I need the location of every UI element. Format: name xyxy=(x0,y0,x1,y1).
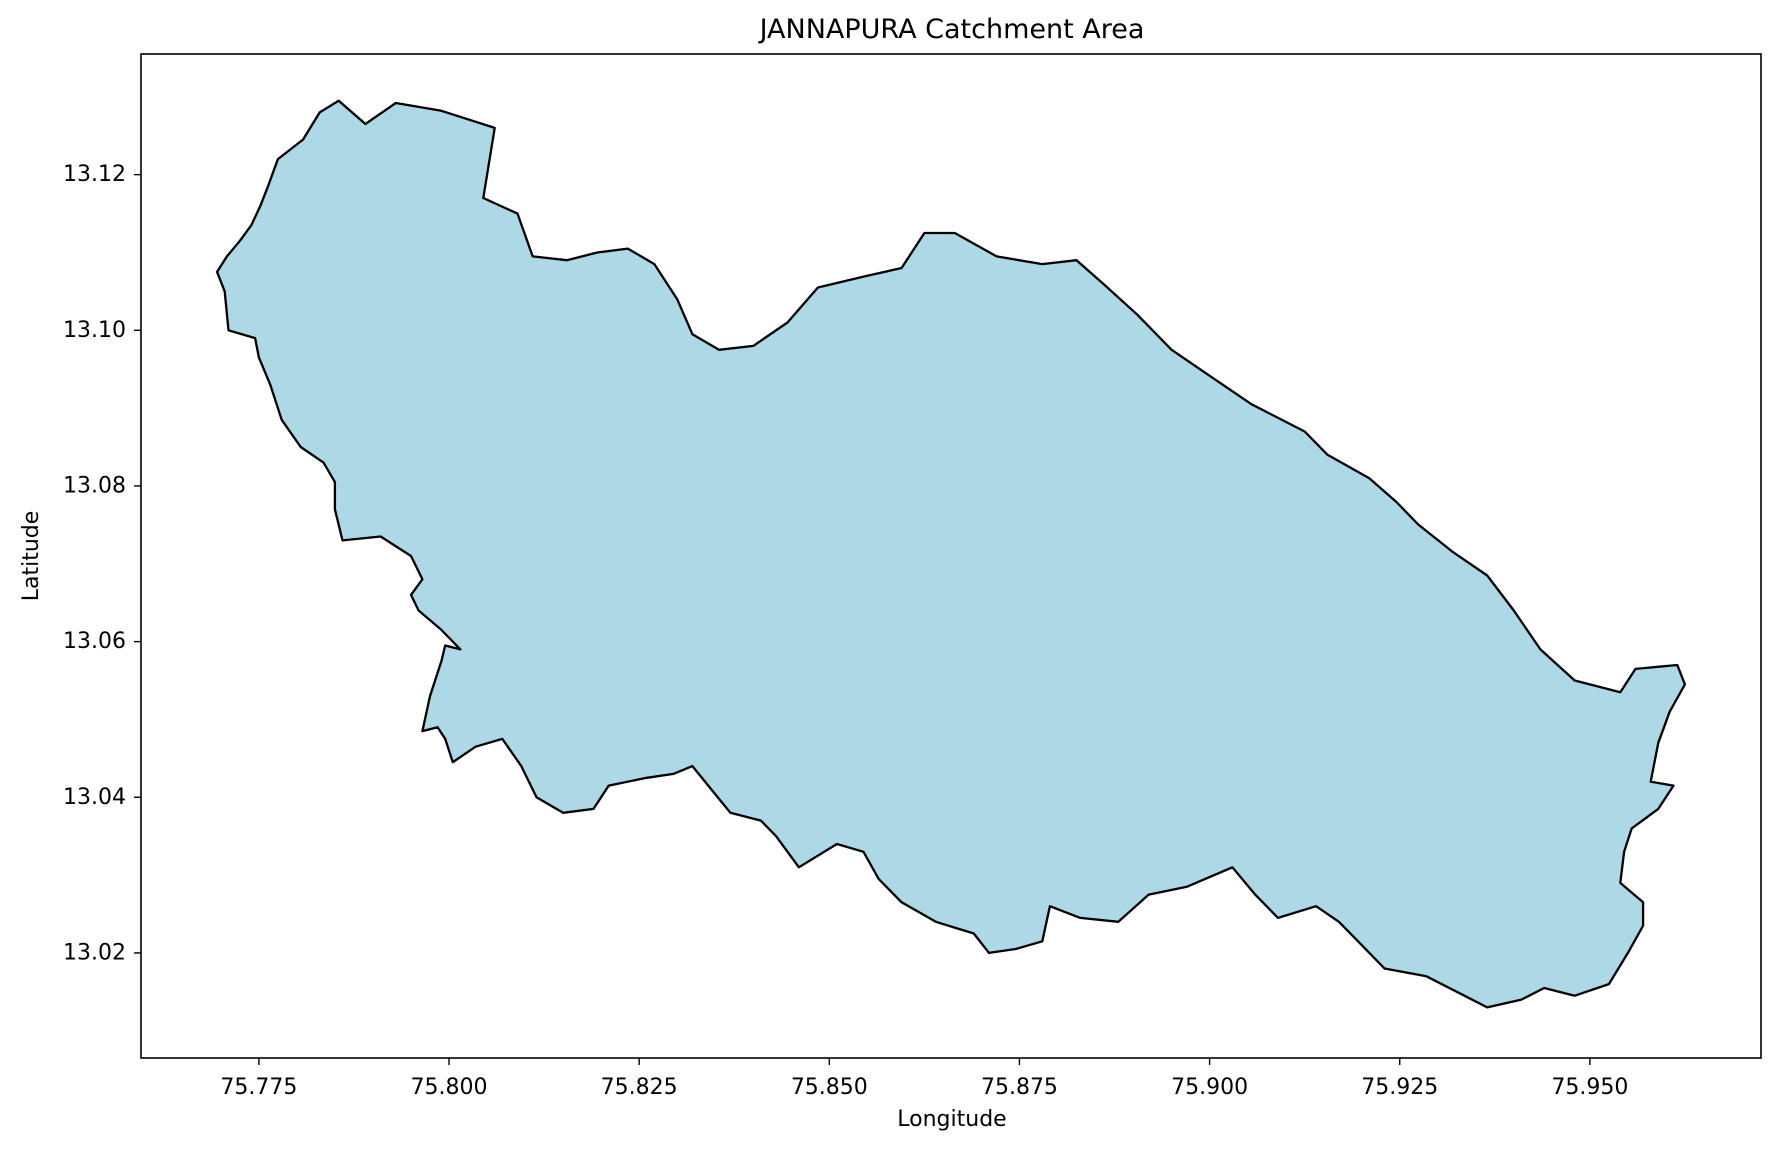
y-tick-label: 13.12 xyxy=(63,162,126,187)
y-tick-group: 13.02 13.04 13.06 13.08 13.10 13.12 xyxy=(63,162,141,965)
x-tick-label: 75.800 xyxy=(411,1075,488,1100)
y-axis-label: Latitude xyxy=(19,511,44,602)
x-tick-label: 75.775 xyxy=(220,1075,297,1100)
y-tick-label: 13.04 xyxy=(63,785,126,810)
x-tick-label: 75.950 xyxy=(1551,1075,1628,1100)
y-tick-label: 13.10 xyxy=(63,318,126,343)
x-tick-group: 75.775 75.800 75.825 75.850 75.875 75.90… xyxy=(220,1058,1628,1100)
y-tick-label: 13.06 xyxy=(63,629,126,654)
axes-frame xyxy=(140,53,1762,1059)
x-tick-label: 75.850 xyxy=(791,1075,868,1100)
catchment-polygon xyxy=(215,99,1687,1009)
plot-area xyxy=(140,53,1762,1059)
chart-title: JANNAPURA Catchment Area xyxy=(758,14,1145,45)
x-tick-label: 75.900 xyxy=(1171,1075,1248,1100)
x-axis: 75.775 75.800 75.825 75.850 75.875 75.90… xyxy=(220,1058,1628,1132)
y-tick-label: 13.02 xyxy=(63,940,126,965)
x-tick-label: 75.825 xyxy=(601,1075,678,1100)
y-axis: 13.02 13.04 13.06 13.08 13.10 13.12 Lati… xyxy=(19,162,141,965)
x-tick-label: 75.875 xyxy=(981,1075,1058,1100)
y-tick-label: 13.08 xyxy=(63,473,126,498)
x-tick-label: 75.925 xyxy=(1361,1075,1438,1100)
x-axis-label: Longitude xyxy=(897,1107,1006,1132)
